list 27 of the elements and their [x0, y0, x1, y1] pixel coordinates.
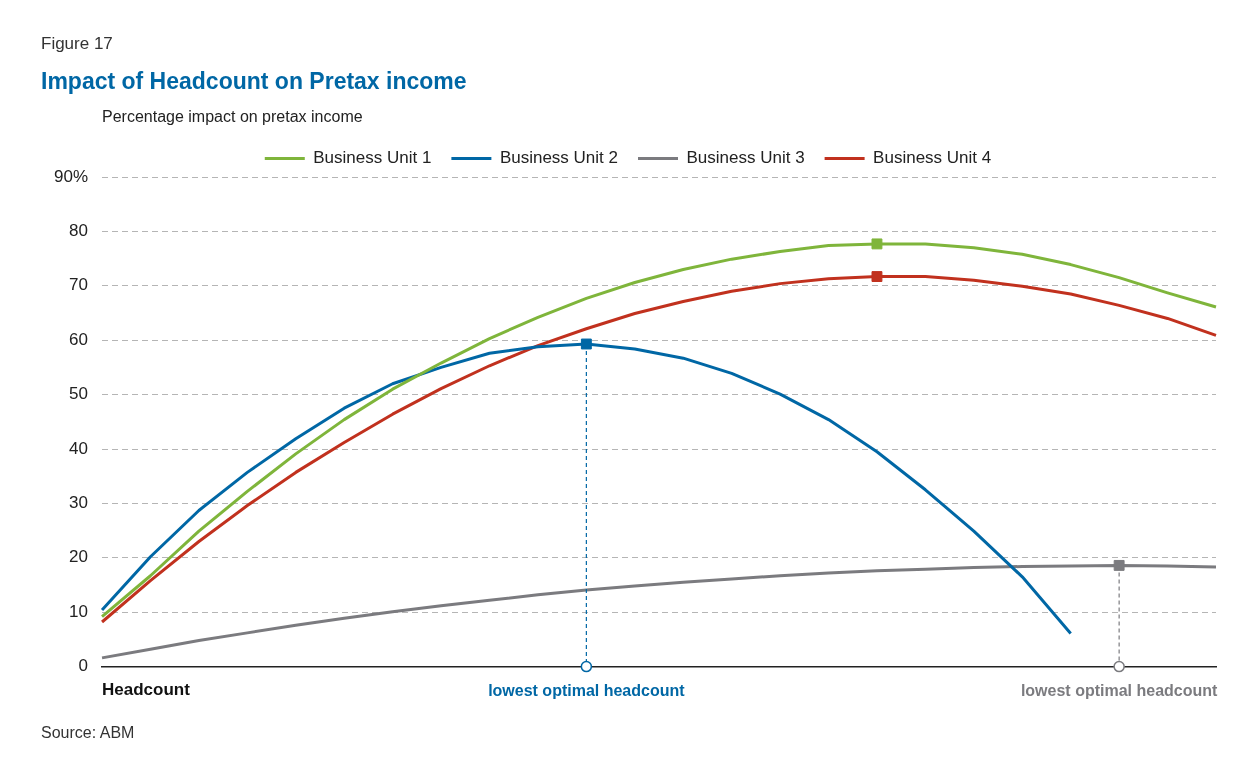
chart-subtitle: Figure 17: [41, 34, 113, 54]
legend-label: Business Unit 4: [873, 148, 992, 168]
y-tick-label: 60: [69, 329, 89, 349]
point: [1113, 559, 1125, 571]
point: [580, 338, 592, 350]
x-axis-title: Headcount: [102, 680, 191, 700]
point: [871, 271, 883, 282]
y-tick-label: 10: [69, 601, 89, 621]
text: lowest optimal headcount: [488, 682, 686, 700]
y-axis-title: Percentage impact on pretax income: [102, 108, 363, 126]
point: [1113, 660, 1125, 673]
y-tick-label: 0: [78, 656, 89, 676]
legend-label: Business Unit 3: [686, 148, 805, 168]
legend-label: Business Unit 2: [499, 148, 619, 168]
point: [871, 238, 883, 250]
y-tick-label: 90%: [53, 166, 89, 186]
text: lowest optimal headcount: [1020, 682, 1219, 700]
y-tick-label: 50: [69, 384, 89, 404]
y-tick-label: 80: [69, 221, 89, 241]
point: [580, 660, 593, 673]
source-note: Source: ABM: [41, 724, 135, 742]
y-tick-label: 20: [69, 547, 89, 567]
legend-label: Business Unit 1: [313, 148, 432, 168]
y-tick-label: 30: [69, 493, 89, 513]
y-tick-label: 70: [69, 275, 89, 295]
y-tick-label: 40: [69, 438, 89, 458]
chart-title: Impact of Headcount on Pretax income: [41, 68, 467, 95]
